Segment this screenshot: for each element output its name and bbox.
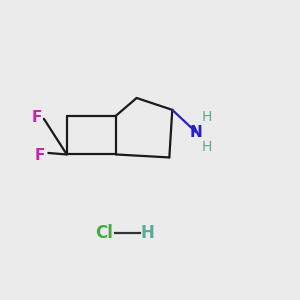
Text: N: N (190, 125, 202, 140)
Text: H: H (201, 110, 212, 124)
Text: F: F (35, 148, 45, 164)
Text: Cl: Cl (95, 224, 113, 242)
Text: F: F (31, 110, 42, 125)
Text: H: H (201, 140, 212, 154)
Text: H: H (140, 224, 154, 242)
